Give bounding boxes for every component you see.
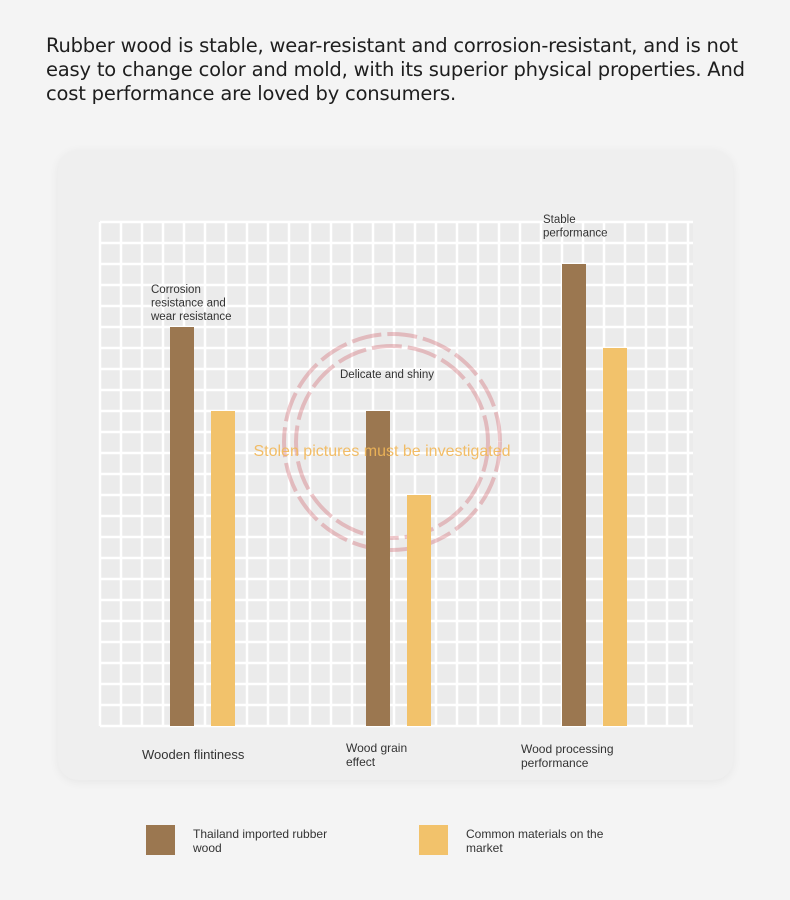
x-tick-label: performance: [521, 756, 589, 770]
x-tick-label: Wooden flintiness: [142, 747, 245, 762]
bar-rubber-wood: [170, 327, 194, 726]
bar-rubber-wood: [562, 264, 586, 726]
stamp-watermark: [282, 332, 502, 552]
bar-annotation: performance: [543, 228, 608, 240]
x-tick-label: Wood grain: [346, 741, 407, 755]
legend-item-common-materials: Common materials on the market: [419, 825, 626, 855]
legend-label: Thailand imported rubber wood: [193, 827, 328, 855]
legend-item-rubber-wood: Thailand imported rubber wood: [146, 825, 353, 855]
x-tick-label: Wood processing: [521, 742, 614, 756]
headline: Rubber wood is stable, wear-resistant an…: [46, 34, 745, 105]
x-tick-label: effect: [346, 755, 376, 769]
bar-annotation: Stable: [543, 214, 576, 226]
bar-rubber-wood: [366, 411, 390, 726]
bar-annotation: Corrosion: [151, 284, 201, 296]
bar-common-materials: [603, 348, 627, 726]
bar-common-materials: [211, 411, 235, 726]
bar-annotation: resistance and: [151, 298, 226, 310]
legend-swatch: [419, 825, 448, 855]
legend-swatch: [146, 825, 175, 855]
bar-annotation: wear resistance: [150, 311, 232, 323]
watermark-text: Stolen pictures must be investigated: [253, 443, 510, 460]
bar-annotation: Delicate and shiny: [340, 369, 434, 381]
bar-common-materials: [407, 495, 431, 726]
legend-label: Common materials on the market: [466, 827, 604, 855]
